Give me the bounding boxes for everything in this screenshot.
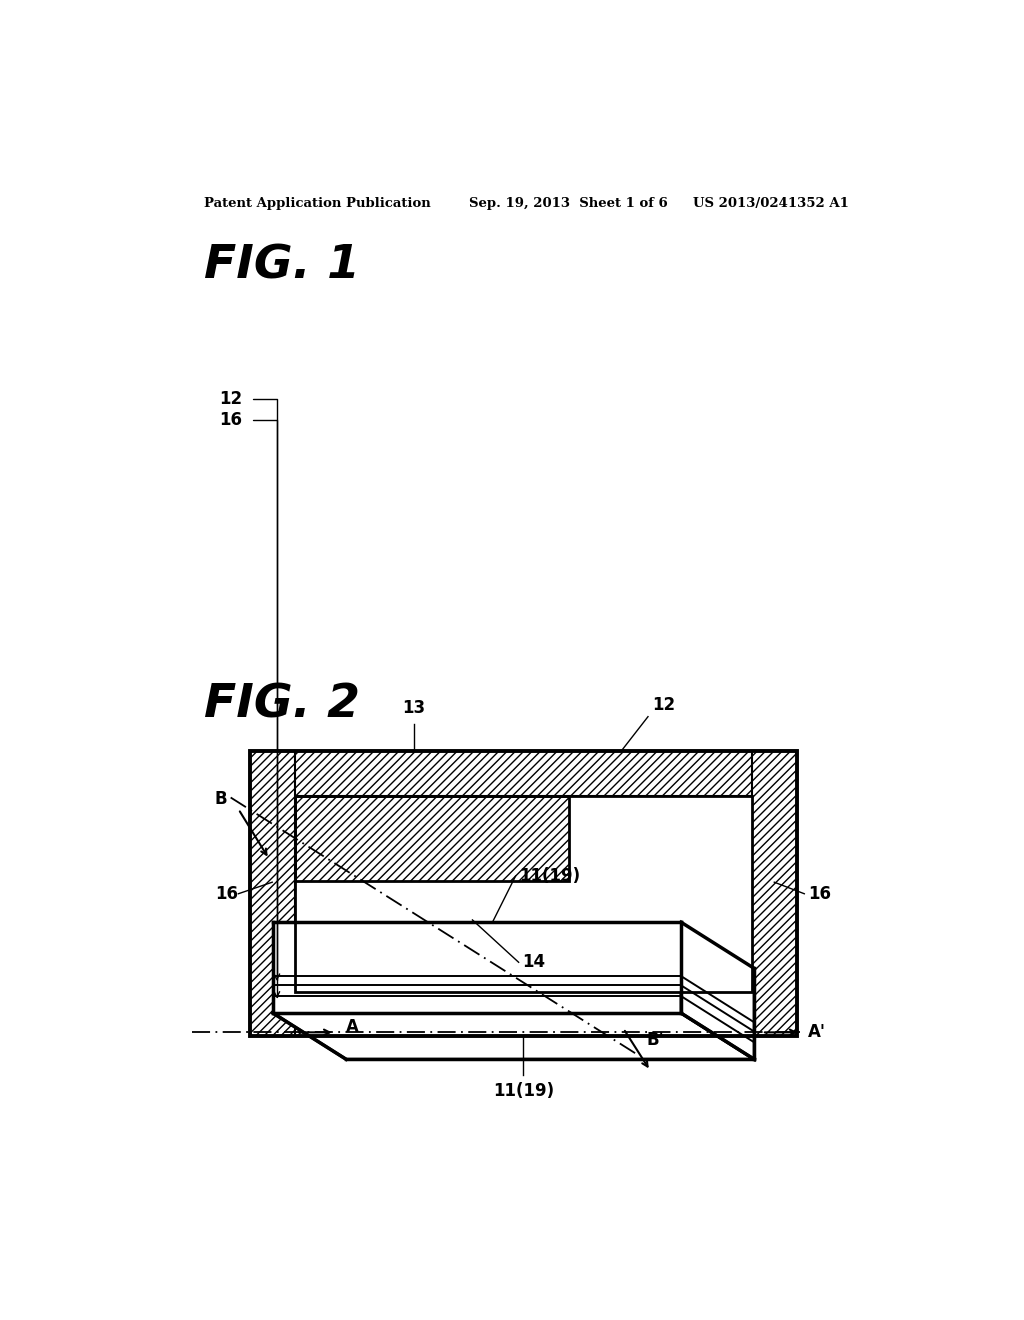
Bar xyxy=(250,751,797,796)
Bar xyxy=(250,751,295,1036)
Text: 16: 16 xyxy=(215,884,239,903)
Text: B: B xyxy=(214,789,226,808)
Text: Patent Application Publication: Patent Application Publication xyxy=(204,197,430,210)
Text: 16: 16 xyxy=(219,412,243,429)
Polygon shape xyxy=(273,1014,755,1059)
Polygon shape xyxy=(273,923,681,1014)
Bar xyxy=(295,796,568,882)
Text: A': A' xyxy=(808,1023,826,1041)
Bar xyxy=(250,751,797,1036)
Text: 12: 12 xyxy=(219,389,243,408)
Polygon shape xyxy=(681,923,755,1059)
Text: US 2013/0241352 A1: US 2013/0241352 A1 xyxy=(692,197,849,210)
Text: 13: 13 xyxy=(402,698,426,717)
Text: B': B' xyxy=(646,1031,665,1049)
Text: 14: 14 xyxy=(522,953,546,972)
Bar xyxy=(752,751,797,1036)
Bar xyxy=(295,796,752,991)
Text: 16: 16 xyxy=(808,884,831,903)
Bar xyxy=(295,796,752,991)
Text: 11(19): 11(19) xyxy=(519,867,581,884)
Text: 12: 12 xyxy=(652,697,675,714)
Text: FIG. 1: FIG. 1 xyxy=(204,243,359,288)
Bar xyxy=(250,991,797,1036)
Text: Sep. 19, 2013  Sheet 1 of 6: Sep. 19, 2013 Sheet 1 of 6 xyxy=(469,197,668,210)
Text: 11(19): 11(19) xyxy=(493,1082,554,1101)
Text: A: A xyxy=(346,1018,359,1036)
Text: FIG. 2: FIG. 2 xyxy=(204,682,359,727)
